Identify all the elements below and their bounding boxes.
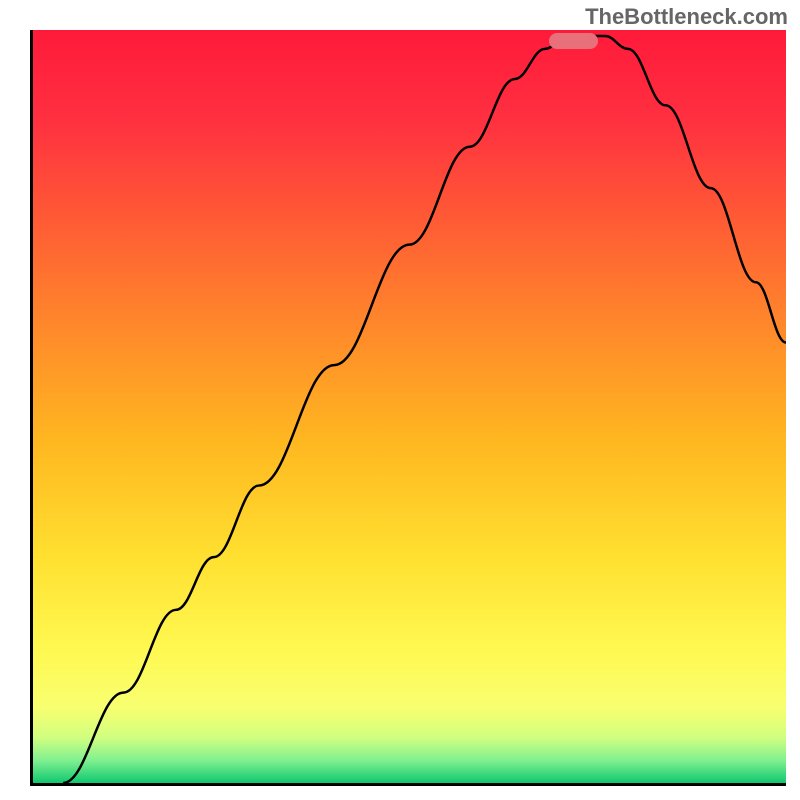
bottleneck-chart bbox=[30, 30, 786, 786]
bottleneck-curve bbox=[33, 30, 786, 783]
watermark-text: TheBottleneck.com bbox=[585, 4, 788, 30]
optimal-marker bbox=[549, 33, 598, 49]
